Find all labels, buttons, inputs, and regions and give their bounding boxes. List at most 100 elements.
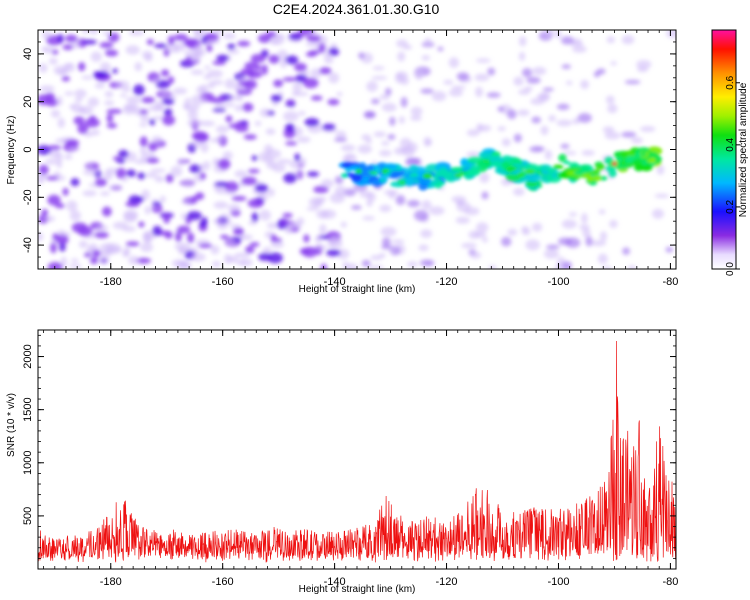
noise-blob: [259, 209, 271, 221]
signal-core: [397, 178, 405, 183]
noise-blob: [74, 89, 87, 99]
noise-blob: [546, 30, 555, 38]
noise-blob: [624, 79, 641, 85]
noise-blob: [507, 228, 518, 236]
signal-core: [632, 159, 641, 165]
y-tick-label: 20: [22, 96, 34, 108]
signal-blob: [466, 169, 481, 177]
noise-blob: [366, 199, 373, 207]
noise-blob: [209, 97, 226, 104]
noise-blob: [64, 153, 73, 160]
spectrogram-signal: [338, 146, 663, 192]
noise-blob: [497, 126, 506, 132]
noise-blob: [283, 111, 299, 122]
signal-core: [640, 152, 647, 157]
noise-blob: [381, 102, 397, 112]
noise-blob: [134, 159, 147, 165]
noise-blob: [214, 103, 226, 109]
noise-blob: [240, 120, 248, 125]
noise-blob: [605, 95, 615, 104]
noise-blob: [242, 102, 254, 112]
noise-blob: [351, 205, 362, 210]
noise-blob: [172, 87, 188, 95]
noise-blob: [418, 244, 429, 252]
noise-blob: [466, 129, 480, 137]
noise-blob: [152, 77, 160, 84]
noise-blob: [222, 151, 233, 160]
noise-blob: [164, 231, 173, 240]
noise-blob: [90, 256, 99, 265]
noise-blob: [140, 114, 150, 123]
y-tick-label: -20: [22, 189, 34, 205]
chart-title: C2E4.2024.361.01.30.G10: [273, 1, 440, 17]
noise-blob: [78, 61, 86, 72]
noise-blob: [90, 51, 102, 62]
y-tick-label: 0: [22, 146, 34, 152]
noise-blob: [57, 69, 67, 75]
noise-blob: [69, 210, 81, 222]
noise-blob: [479, 172, 490, 183]
noise-blob: [126, 96, 142, 104]
noise-blob: [529, 146, 544, 153]
signal-core: [341, 173, 348, 179]
signal-blob: [635, 164, 651, 171]
noise-blob: [466, 151, 480, 159]
noise-blob: [268, 54, 280, 64]
noise-blob: [413, 210, 429, 221]
noise-blob: [448, 57, 460, 69]
signal-blob: [558, 153, 567, 163]
noise-blob: [92, 71, 106, 79]
noise-blob: [410, 115, 422, 121]
noise-blob: [62, 44, 74, 51]
noise-blob: [57, 33, 64, 44]
noise-blob: [364, 111, 376, 118]
noise-blob: [544, 149, 553, 160]
noise-blob: [56, 95, 63, 106]
noise-blob: [581, 150, 595, 156]
noise-blob: [302, 246, 318, 258]
noise-blob: [266, 222, 279, 229]
noise-blob: [400, 96, 408, 108]
noise-blob: [562, 150, 577, 156]
noise-blob: [621, 131, 637, 138]
noise-blob: [288, 33, 302, 40]
noise-blob: [200, 141, 209, 153]
signal-core: [580, 173, 591, 178]
noise-blob: [224, 238, 237, 247]
noise-blob: [59, 242, 66, 252]
noise-blob: [141, 189, 150, 201]
y-tick-label: 500: [22, 507, 34, 525]
noise-blob: [183, 103, 200, 112]
signal-core: [505, 166, 514, 173]
noise-blob: [38, 232, 44, 242]
noise-blob: [38, 164, 49, 175]
noise-blob: [415, 72, 423, 81]
noise-blob: [500, 236, 512, 247]
signal-blob: [605, 165, 616, 172]
noise-blob: [276, 158, 292, 165]
noise-blob: [89, 115, 96, 122]
noise-blob: [47, 194, 61, 206]
noise-blob: [224, 78, 236, 90]
noise-blob: [82, 30, 89, 34]
signal-core: [536, 180, 542, 185]
noise-blob: [82, 39, 97, 45]
noise-blob: [283, 173, 297, 184]
noise-blob: [304, 117, 320, 127]
noise-blob: [523, 86, 533, 91]
noise-blob: [185, 56, 192, 63]
signal-core: [592, 175, 602, 182]
snr-line: [38, 340, 676, 563]
x-tick-label: -140: [324, 276, 346, 288]
noise-blob: [74, 97, 83, 103]
noise-blob: [306, 206, 320, 211]
noise-blob: [38, 63, 48, 73]
noise-blob: [637, 66, 649, 73]
noise-blob: [227, 203, 241, 213]
noise-blob: [177, 158, 186, 166]
x-tick-label: -160: [212, 276, 234, 288]
noise-blob: [357, 144, 372, 154]
noise-blob: [41, 46, 48, 52]
noise-blob: [370, 98, 380, 105]
noise-blob: [464, 207, 480, 216]
